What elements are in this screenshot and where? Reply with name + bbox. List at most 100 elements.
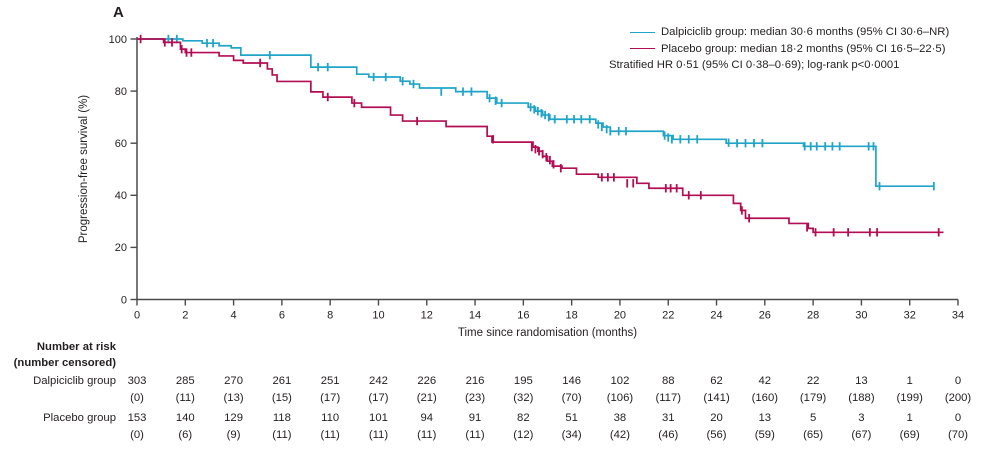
censored-value: (199): [896, 392, 923, 404]
at-risk-value: 31: [661, 412, 675, 424]
y-axis-title: Progression-free survival (%): [78, 94, 90, 244]
y-tick-label: 0: [121, 294, 127, 306]
at-risk-value: 38: [613, 412, 627, 424]
at-risk-value: 261: [272, 375, 292, 387]
at-risk-value: 242: [369, 375, 388, 387]
at-risk-value: 140: [175, 412, 195, 424]
censored-value: (0): [130, 392, 144, 404]
stratified-hr-note: Stratified HR 0·51 (95% CI 0·38–0·69); l…: [609, 59, 900, 71]
x-tick-label: 28: [807, 310, 819, 322]
x-tick-label: 26: [759, 310, 771, 322]
censored-value: (200): [944, 392, 972, 404]
censored-value: (17): [368, 392, 389, 404]
at-risk-value: 303: [127, 375, 147, 387]
at-risk-value: 153: [127, 412, 147, 424]
y-tick-label: 40: [115, 190, 127, 202]
censored-value: (21): [416, 392, 437, 404]
panel-label: A: [113, 4, 124, 21]
censored-value: (179): [799, 392, 827, 404]
at-risk-value: 42: [758, 375, 772, 387]
censored-value: (70): [561, 392, 582, 404]
at-risk-value: 0: [954, 412, 962, 424]
y-tick-label: 80: [115, 86, 127, 98]
censored-value: (117): [655, 392, 681, 404]
at-risk-value: 5: [809, 412, 817, 424]
x-tick-label: 0: [134, 310, 140, 322]
x-tick-label: 14: [469, 310, 481, 322]
at-risk-value: 129: [224, 412, 243, 424]
at-risk-value: 195: [513, 375, 533, 387]
at-risk-value: 146: [562, 375, 582, 387]
censored-value: (17): [320, 392, 341, 404]
at-risk-value: 102: [610, 375, 630, 387]
legend-entry-placebo: Placebo group: median 18·2 months (95% C…: [609, 41, 949, 58]
legend-label: Dalpiciclib group: median 30·6 months (9…: [661, 26, 950, 38]
censored-value: (11): [320, 429, 340, 441]
at-risk-value: 51: [565, 412, 578, 424]
x-tick-label: 20: [614, 310, 626, 322]
at-risk-value: 0: [954, 375, 962, 387]
censored-value: (11): [368, 429, 389, 441]
x-tick-label: 4: [231, 310, 237, 322]
legend-line-swatch-teal: [630, 31, 655, 33]
x-tick-label: 18: [566, 310, 578, 322]
number-censored-heading: (number censored): [13, 357, 116, 369]
censored-value: (106): [606, 392, 634, 404]
legend: Dalpiciclib group: median 30·6 months (9…: [609, 24, 949, 74]
censored-value: (9): [226, 429, 241, 441]
at-risk-value: 88: [661, 375, 675, 387]
censored-value: (188): [848, 392, 875, 404]
censored-value: (70): [947, 429, 969, 441]
y-tick-label: 100: [109, 34, 127, 46]
censored-value: (69): [899, 429, 920, 441]
censored-value: (13): [223, 392, 244, 404]
km-step-curve-placebo: [137, 38, 944, 234]
censored-value: (56): [706, 429, 727, 441]
at-risk-value: 226: [417, 375, 437, 387]
at-risk-value: 13: [758, 412, 772, 424]
at-risk-value: 216: [465, 375, 485, 387]
censored-value: (0): [130, 429, 144, 441]
x-tick-label: 24: [710, 310, 722, 322]
at-risk-value: 3: [858, 412, 865, 424]
at-risk-value: 251: [320, 375, 340, 387]
y-tick-label: 60: [115, 138, 127, 150]
censored-value: (11): [175, 392, 195, 404]
censored-value: (11): [417, 429, 437, 441]
censored-value: (15): [271, 392, 292, 404]
censored-value: (67): [851, 429, 872, 441]
x-tick-label: 10: [372, 310, 384, 322]
at-risk-value: 118: [272, 412, 291, 424]
censored-value: (11): [465, 429, 485, 441]
risk-row-label: Dalpiciclib group: [33, 375, 116, 387]
at-risk-value: 13: [855, 375, 868, 387]
censored-value: (12): [513, 429, 534, 441]
at-risk-value: 270: [224, 375, 243, 387]
at-risk-value: 82: [517, 412, 530, 424]
at-risk-value: 1: [906, 375, 913, 387]
at-risk-value: 285: [175, 375, 195, 387]
x-tick-label: 22: [662, 310, 674, 322]
censored-value: (32): [513, 392, 534, 404]
at-risk-value: 94: [420, 412, 434, 424]
at-risk-value: 110: [321, 412, 340, 424]
censored-value: (141): [703, 392, 730, 404]
x-tick-label: 34: [952, 310, 964, 322]
censored-value: (34): [561, 429, 582, 441]
x-axis-title: Time since randomisation (months): [457, 327, 638, 339]
x-tick-label: 12: [421, 310, 433, 322]
legend-entry-dalpiciclib: Dalpiciclib group: median 30·6 months (9…: [609, 24, 949, 41]
at-risk-value: 20: [710, 412, 723, 424]
y-tick-label: 20: [115, 242, 127, 254]
censored-value: (42): [609, 429, 630, 441]
x-tick-label: 8: [327, 310, 333, 322]
censored-value: (65): [803, 429, 824, 441]
x-tick-label: 16: [517, 310, 529, 322]
x-tick-label: 32: [904, 310, 916, 322]
censored-value: (6): [178, 429, 193, 441]
at-risk-value: 22: [806, 375, 820, 387]
at-risk-value: 101: [369, 412, 388, 424]
censored-value: (46): [658, 429, 679, 441]
